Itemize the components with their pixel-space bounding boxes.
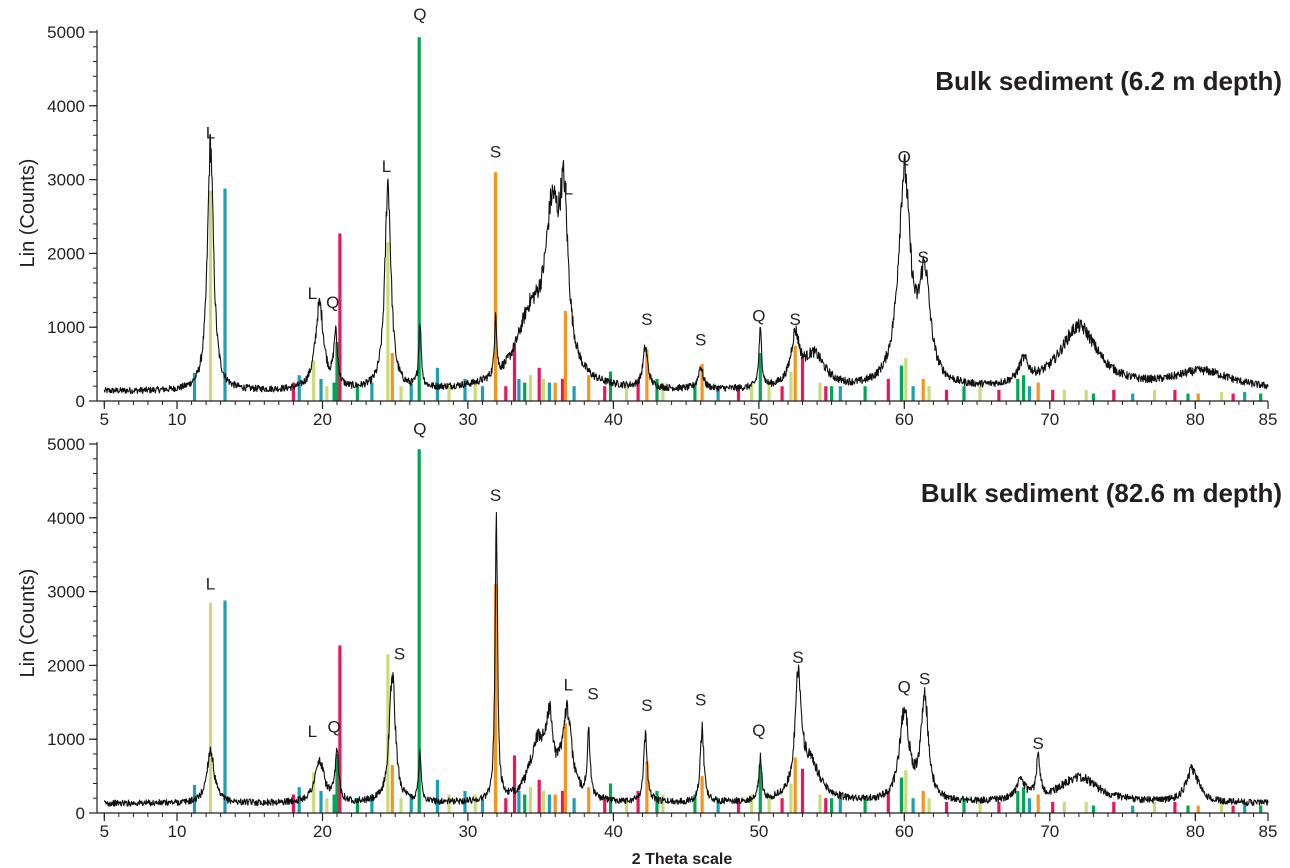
x-tick-label: 10 [168, 822, 187, 841]
peak-annotation: L [206, 574, 215, 593]
x-tick-label: 20 [313, 822, 332, 841]
x-tick-label: 70 [1040, 822, 1059, 841]
peak-annotation: L [308, 722, 317, 741]
peak-annotation: L [206, 123, 215, 142]
peak-annotation: Q [898, 678, 911, 697]
y-tick-label: 3000 [47, 171, 85, 190]
y-tick-label: 2000 [47, 656, 85, 675]
x-tick-label: 50 [749, 822, 768, 841]
y-tick-label: 0 [76, 392, 85, 411]
x-tick-label: 60 [895, 410, 914, 429]
chart-title-top: Bulk sediment (6.2 m depth) [935, 66, 1282, 96]
x-tick-label: 60 [895, 822, 914, 841]
x-tick-label: 40 [604, 822, 623, 841]
y-axis-label-top: Lin (Counts) [17, 159, 39, 268]
chart-panel-top: Bulk sediment (6.2 m depth) Lin (Counts)… [17, 5, 1282, 429]
x-tick-label: 50 [749, 410, 768, 429]
peak-annotation: S [641, 696, 652, 715]
y-tick-label: 3000 [47, 583, 85, 602]
y-tick-label: 5000 [47, 23, 85, 42]
y-tick-label: 4000 [47, 509, 85, 528]
peak-annotation: L [382, 157, 391, 176]
diffraction-trace [103, 512, 1269, 807]
peak-annotation: S [919, 670, 930, 689]
x-tick-label: 80 [1186, 822, 1205, 841]
y-tick-label: 1000 [47, 730, 85, 749]
peak-annotation: S [695, 331, 706, 350]
peak-annotation: L [564, 676, 573, 695]
x-axis-label: 2 Theta scale [632, 851, 733, 868]
x-tick-label: 10 [168, 410, 187, 429]
peak-annotation: Q [327, 718, 340, 737]
peak-annotation: S [1033, 734, 1044, 753]
x-tick-label: 85 [1259, 410, 1278, 429]
peak-annotation: S [490, 486, 501, 505]
peak-annotation: S [394, 645, 405, 664]
y-tick-label: 1000 [47, 318, 85, 337]
chart-panel-bottom: Bulk sediment (82.6 m depth) Lin (Counts… [17, 419, 1282, 868]
y-tick-label: 0 [76, 804, 85, 823]
peak-annotation: S [490, 143, 501, 162]
x-tick-label: 20 [313, 410, 332, 429]
x-tick-label: 40 [604, 410, 623, 429]
y-tick-label: 5000 [47, 435, 85, 454]
x-tick-label: 70 [1040, 410, 1059, 429]
peak-annotation: Q [898, 148, 911, 167]
peak-annotation: Q [326, 293, 339, 312]
x-tick-label: 5 [100, 410, 109, 429]
diffraction-trace [103, 134, 1269, 395]
chart-title-bottom: Bulk sediment (82.6 m depth) [921, 478, 1282, 508]
peak-annotation: Q [752, 721, 765, 740]
x-tick-label: 30 [458, 822, 477, 841]
x-tick-label: 5 [100, 822, 109, 841]
peak-annotation: S [918, 248, 929, 267]
peak-annotation: Q [413, 419, 426, 438]
peak-annotation: S [587, 684, 598, 703]
x-tick-label: 80 [1186, 410, 1205, 429]
peak-annotation: S [790, 310, 801, 329]
peak-annotation: Q [413, 5, 426, 24]
y-tick-label: 4000 [47, 97, 85, 116]
peak-annotation: S [695, 690, 706, 709]
y-tick-label: 2000 [47, 244, 85, 263]
peak-annotation: S [641, 310, 652, 329]
x-tick-label: 30 [458, 410, 477, 429]
peak-annotation: L [564, 179, 573, 198]
peak-annotation: S [792, 648, 803, 667]
peak-annotation: L [308, 284, 317, 303]
peak-annotation: Q [752, 306, 765, 325]
y-axis-label-bottom: Lin (Counts) [17, 569, 39, 678]
x-tick-label: 85 [1259, 822, 1278, 841]
